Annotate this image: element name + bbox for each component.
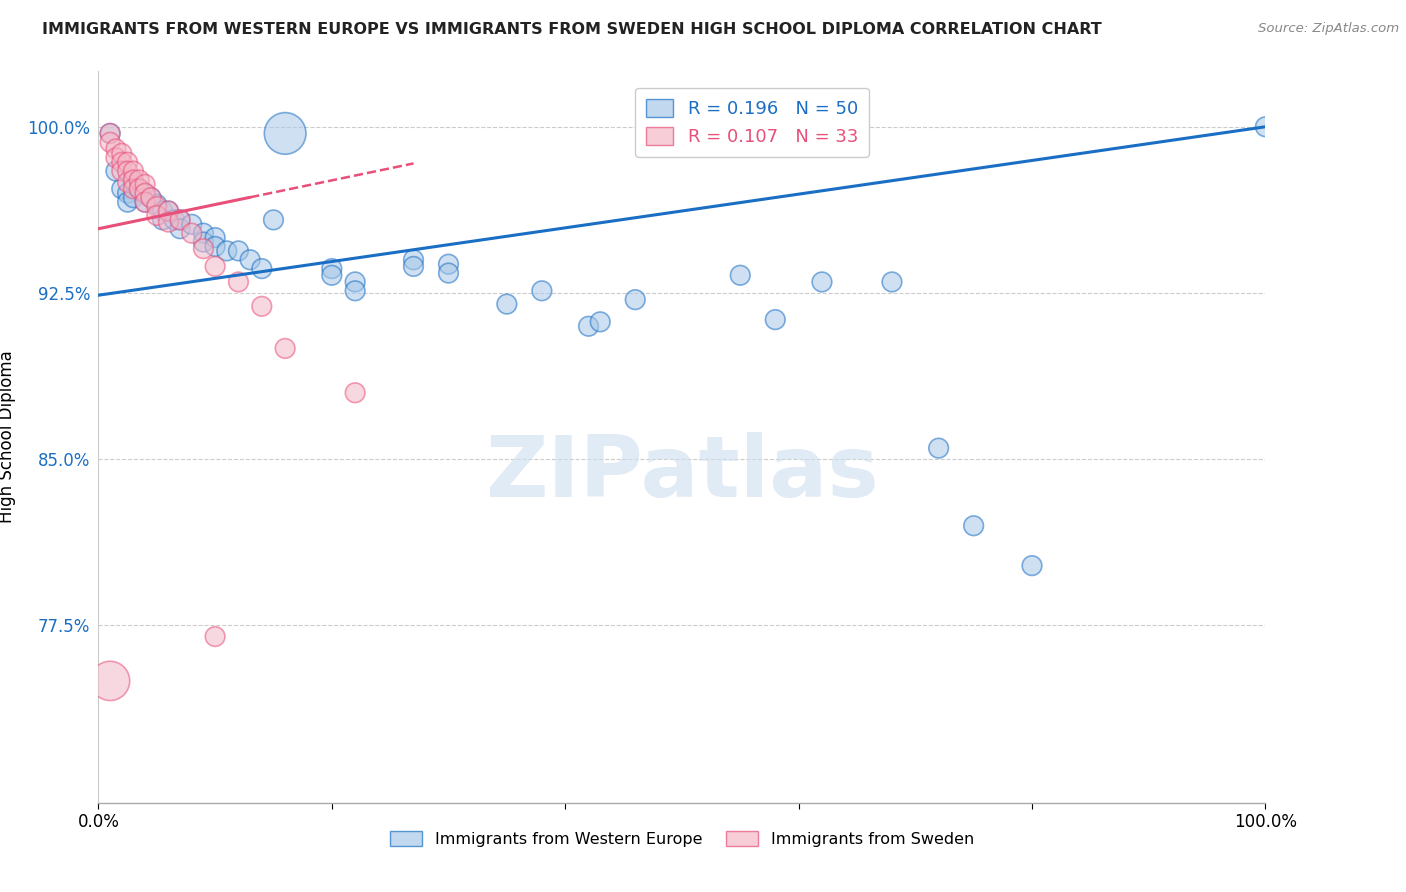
Point (117, 175, 139, 189)
Point (117, 195, 139, 210)
Point (402, 260, 425, 274)
Point (157, 204, 180, 219)
Point (146, 209, 169, 223)
Point (111, 155, 134, 169)
Point (134, 195, 156, 210)
Point (250, 299, 273, 313)
Point (928, 441, 950, 455)
Text: ZIPatlas: ZIPatlas (485, 432, 879, 516)
Point (111, 182, 134, 196)
Point (104, 142, 127, 156)
Text: IMMIGRANTS FROM WESTERN EUROPE VS IMMIGRANTS FROM SWEDEN HIGH SCHOOL DIPLOMA COR: IMMIGRANTS FROM WESTERN EUROPE VS IMMIGR… (42, 22, 1102, 37)
Point (578, 319, 600, 334)
Point (962, 518, 984, 533)
Point (98, 136, 121, 150)
Point (239, 252, 262, 267)
Point (204, 239, 226, 253)
Point (157, 215, 180, 229)
Point (730, 268, 752, 283)
Point (169, 221, 191, 235)
Point (274, 342, 297, 356)
Point (122, 164, 145, 178)
Point (228, 244, 250, 258)
Point (344, 275, 367, 289)
Point (880, 275, 903, 289)
Point (163, 212, 186, 227)
Point (250, 261, 273, 276)
Point (134, 178, 156, 192)
Point (146, 200, 169, 214)
Point (111, 146, 134, 161)
Point (402, 252, 425, 267)
Point (215, 244, 238, 258)
Point (344, 385, 367, 400)
Point (98, 127, 121, 141)
Point (589, 315, 612, 329)
Point (122, 182, 145, 196)
Point (146, 197, 169, 211)
Point (321, 268, 343, 283)
Point (157, 204, 180, 219)
Point (117, 155, 139, 169)
Point (204, 630, 226, 644)
Point (139, 191, 162, 205)
Point (134, 195, 156, 210)
Point (152, 204, 174, 219)
Point (624, 293, 647, 307)
Point (763, 312, 786, 326)
Point (169, 212, 191, 227)
Point (169, 212, 191, 227)
Point (152, 212, 174, 227)
Point (262, 212, 284, 227)
Point (321, 261, 343, 276)
Y-axis label: High School Diploma: High School Diploma (0, 351, 15, 524)
Point (98, 673, 121, 688)
Point (117, 186, 139, 201)
Point (122, 175, 145, 189)
Point (193, 226, 215, 240)
Point (98, 127, 121, 141)
Point (204, 260, 226, 274)
Point (228, 275, 250, 289)
Point (117, 164, 139, 178)
Point (111, 164, 134, 178)
Point (139, 191, 162, 205)
Point (104, 164, 127, 178)
Point (122, 173, 145, 187)
Point (134, 186, 156, 201)
Point (193, 242, 215, 256)
Point (811, 275, 834, 289)
Point (496, 297, 519, 311)
Point (344, 284, 367, 298)
Point (128, 182, 150, 196)
Point (530, 284, 553, 298)
Text: Source: ZipAtlas.com: Source: ZipAtlas.com (1258, 22, 1399, 36)
Point (437, 257, 460, 271)
Point (204, 230, 226, 244)
Point (274, 127, 297, 141)
Point (180, 226, 202, 240)
Point (1021, 558, 1043, 573)
Point (104, 151, 127, 165)
Point (437, 266, 460, 280)
Point (134, 186, 156, 201)
Point (128, 182, 150, 196)
Point (122, 191, 145, 205)
Point (128, 173, 150, 187)
Point (180, 217, 202, 231)
Legend: Immigrants from Western Europe, Immigrants from Sweden: Immigrants from Western Europe, Immigran… (384, 824, 980, 854)
Point (193, 235, 215, 249)
Point (1254, 120, 1277, 134)
